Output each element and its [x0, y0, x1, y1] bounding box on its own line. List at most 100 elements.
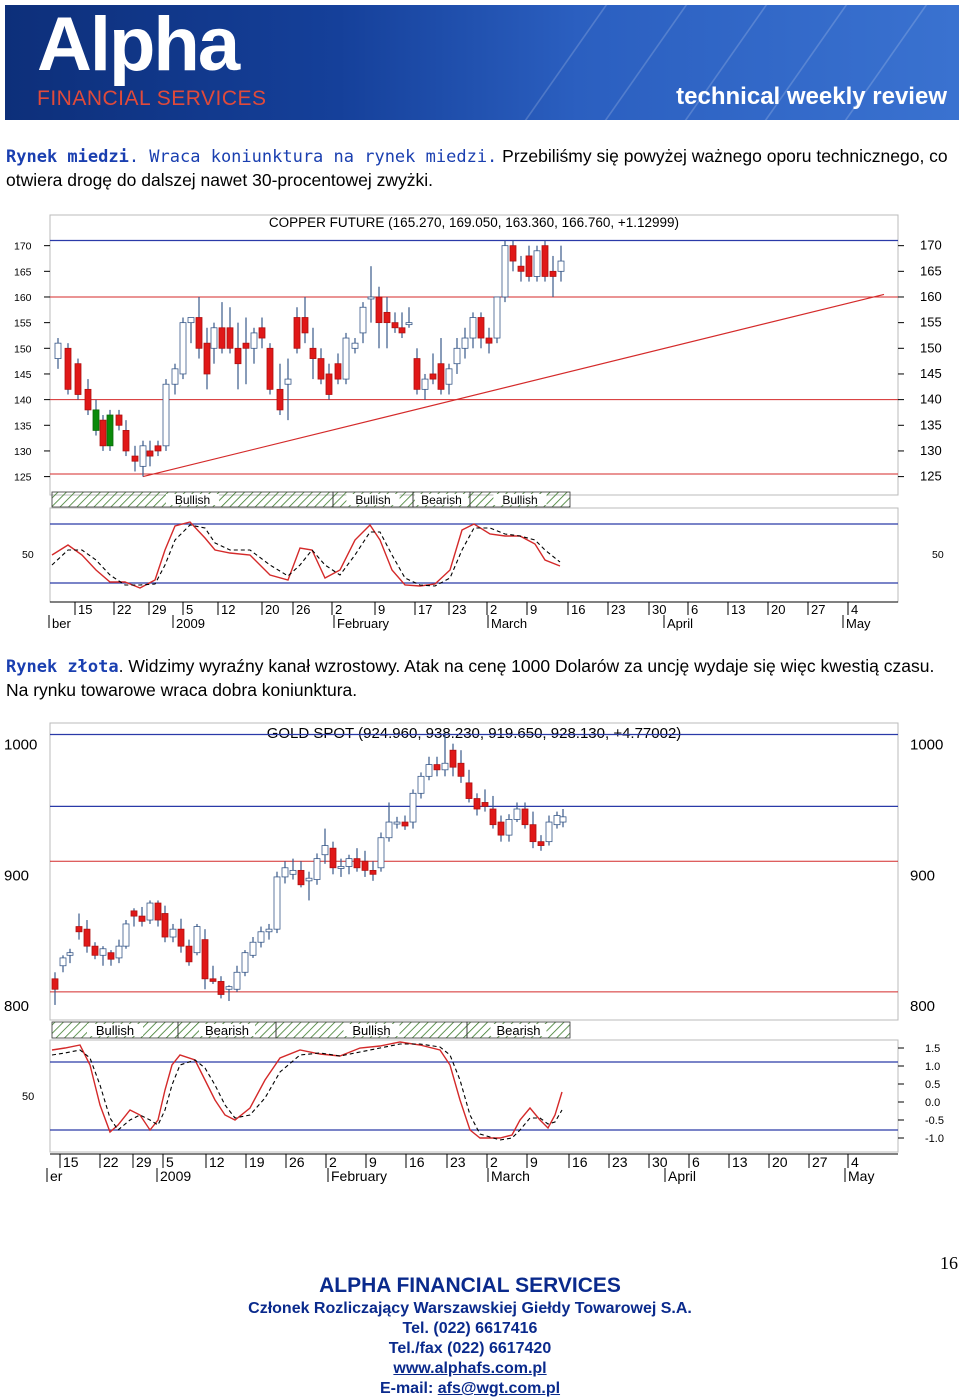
candle-body — [421, 378, 429, 390]
copper-date-tick: 6 — [691, 602, 698, 617]
gold-text: . Widzimy wyraźny kanał wzrostowy. Atak … — [6, 656, 935, 700]
gold-date-tick: 6 — [692, 1154, 700, 1170]
copper-ytick-left: 140 — [14, 395, 32, 407]
candle-body — [171, 368, 179, 385]
candle-body — [342, 337, 350, 380]
copper-ytick-right: 170 — [920, 238, 942, 253]
gold-osc-tick-right: -1.0 — [925, 1133, 944, 1145]
copper-date-tick: 16 — [571, 602, 585, 617]
candle-body — [393, 821, 401, 825]
candle-body — [537, 841, 545, 846]
gold-paragraph: Rynek złota. Widzimy wyraźny kanał wzros… — [6, 655, 958, 702]
candle-body — [457, 762, 465, 777]
gold-date-tick: 22 — [103, 1154, 119, 1170]
candle-body — [367, 296, 375, 300]
copper-osc-tick-right: 50 — [932, 549, 944, 561]
candle-body — [225, 986, 233, 990]
gold-ytick-left: 800 — [4, 998, 29, 1015]
candle-body — [250, 332, 258, 349]
candle-body — [325, 373, 333, 395]
candle-body — [493, 296, 501, 339]
sentiment-label: Bullish — [502, 493, 537, 507]
candle-body — [309, 347, 317, 359]
candle-body — [391, 322, 399, 329]
candle-body — [201, 939, 209, 980]
candle-body — [162, 383, 170, 447]
gold-date-tick: 9 — [369, 1154, 377, 1170]
copper-ytick-left: 155 — [14, 318, 32, 330]
candle-body — [265, 928, 273, 933]
copper-ytick-left: 145 — [14, 369, 32, 381]
candle-body — [469, 317, 477, 339]
candle-body — [517, 265, 525, 272]
copper-sentence-1: . Wraca koniunktura na rynek miedzi. — [128, 147, 498, 167]
candle-body — [317, 358, 325, 380]
copper-date-tick: 9 — [378, 602, 385, 617]
copper-date-tick: 2 — [490, 602, 497, 617]
gold-ytick-right: 900 — [910, 867, 935, 884]
candle-body — [122, 430, 130, 452]
candle-body — [481, 802, 489, 807]
copper-ytick-right: 125 — [920, 469, 942, 484]
gold-date-tick: 26 — [289, 1154, 305, 1170]
gold-date-tick: 2 — [490, 1154, 498, 1170]
candle-body — [313, 858, 321, 880]
candle-body — [529, 824, 537, 843]
footer-fax: Tel./fax (022) 6617420 — [388, 1340, 552, 1357]
candle-body — [541, 245, 549, 277]
candle-body — [289, 869, 297, 875]
copper-ytick-right: 140 — [920, 392, 942, 407]
candle-body — [509, 245, 517, 262]
copper-date-tick: 2 — [335, 602, 342, 617]
gold-osc-tick-right: 1.5 — [925, 1043, 940, 1055]
candle-body — [513, 808, 521, 820]
copper-ytick-right: 165 — [920, 263, 942, 278]
candle-body — [218, 327, 226, 349]
oscillator-black-line — [51, 524, 561, 587]
footer-company: ALPHA FINANCIAL SERVICES — [319, 1274, 621, 1297]
candle-body — [266, 347, 274, 390]
candle-body — [138, 915, 146, 922]
candle-body — [557, 260, 565, 272]
candle-body — [115, 414, 123, 426]
website-link[interactable]: www.alphafs.com.pl — [393, 1360, 547, 1377]
copper-ytick-left: 165 — [14, 266, 32, 278]
candle-body — [425, 764, 433, 777]
candle-body — [233, 971, 241, 990]
gold-osc-tick-right: 0.0 — [925, 1097, 940, 1109]
copper-chart-svg: COPPER FUTURE (165.270, 169.050, 163.360… — [14, 214, 944, 631]
candle-body — [242, 342, 250, 349]
candle-body — [297, 869, 305, 886]
candle-body — [210, 327, 218, 349]
gold-date-tick: 19 — [249, 1154, 265, 1170]
gold-chart-svg: GOLD SPOT (924.960, 938.230, 919.650, 92… — [4, 722, 944, 1184]
candle-body — [533, 250, 541, 277]
candle-body — [107, 952, 115, 960]
gold-price-frame — [49, 722, 899, 1021]
sentiment-label: Bullish — [175, 493, 210, 507]
gold-ytick-right: 1000 — [910, 737, 943, 754]
email-link[interactable]: afs@wgt.com.pl — [437, 1380, 561, 1397]
candle-body — [497, 821, 505, 836]
candle-body — [337, 866, 345, 869]
candle-body — [453, 347, 461, 365]
candle-body — [234, 347, 242, 365]
candle-body — [485, 337, 493, 344]
candle-body — [139, 445, 147, 467]
gold-date-tick: 9 — [530, 1154, 538, 1170]
copper-month-label: ber — [52, 616, 71, 631]
candle-body — [334, 363, 342, 380]
candle-body — [441, 762, 449, 771]
copper-chart: COPPER FUTURE (165.270, 169.050, 163.360… — [0, 210, 960, 635]
gold-month-label: 2009 — [160, 1168, 191, 1184]
gold-date-tick: 23 — [612, 1154, 628, 1170]
candle-body — [179, 322, 187, 375]
copper-ytick-right: 155 — [920, 315, 942, 330]
copper-ytick-left: 130 — [14, 446, 32, 458]
logo-subtitle: FINANCIAL SERVICES — [37, 87, 267, 110]
gold-ytick-right: 800 — [910, 998, 935, 1015]
candle-body — [146, 902, 154, 921]
copper-date-tick: 5 — [186, 602, 193, 617]
copper-date-tick: 30 — [652, 602, 666, 617]
gold-chart-title: GOLD SPOT (924.960, 938.230, 919.650, 92… — [267, 725, 682, 742]
